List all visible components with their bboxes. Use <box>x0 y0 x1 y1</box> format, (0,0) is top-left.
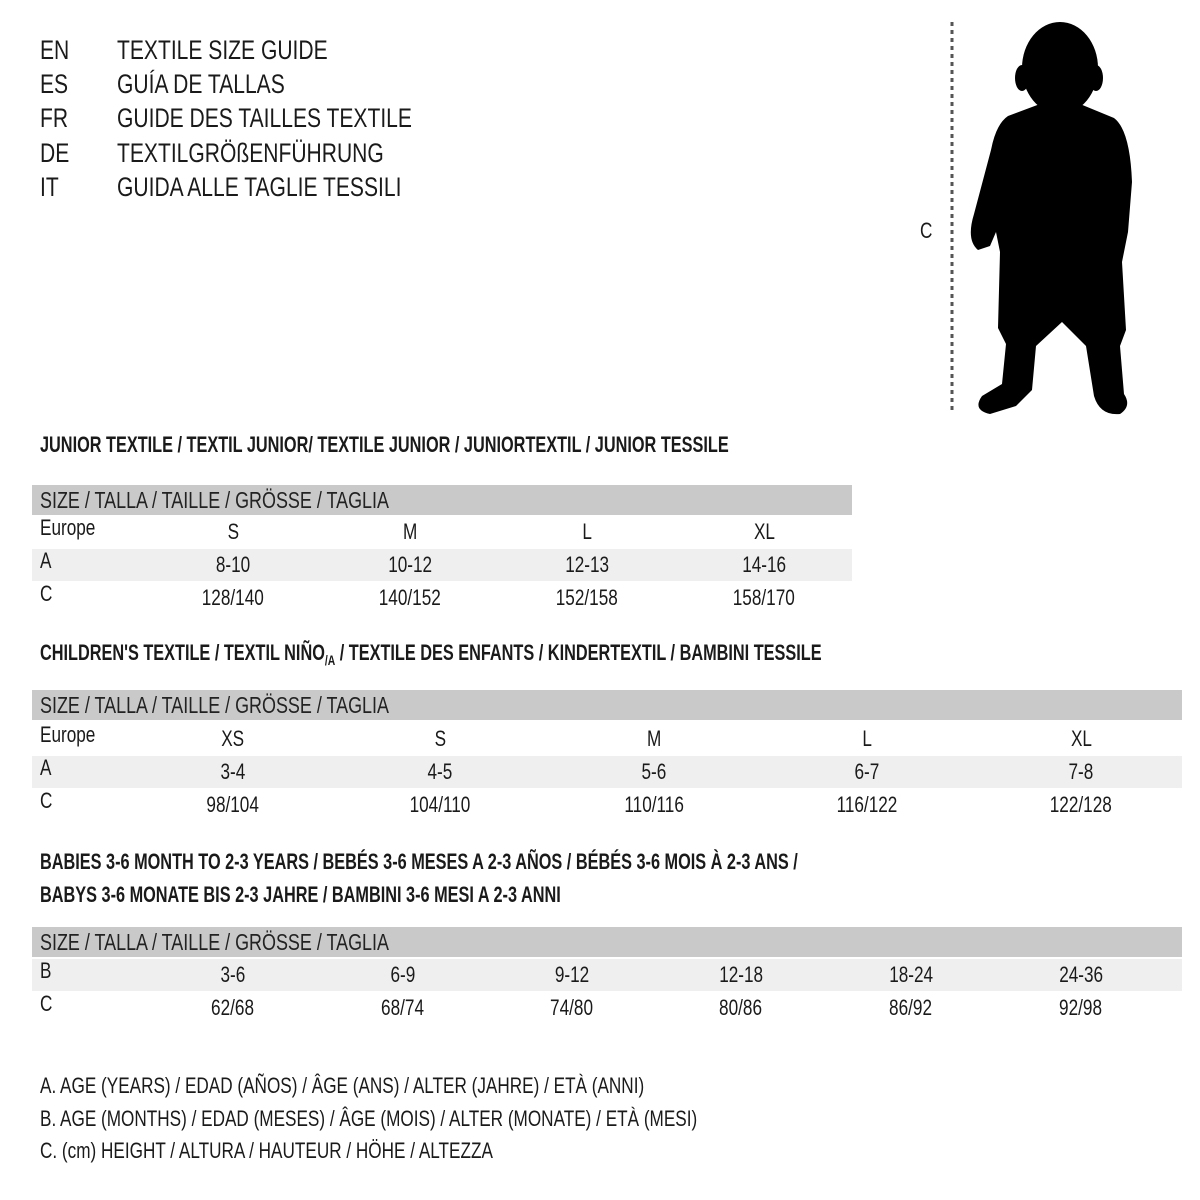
table-cell: 6-9 <box>390 962 416 987</box>
table-cell: XL <box>1070 726 1092 751</box>
table-cell: XS <box>221 726 245 751</box>
table-cell: 140/152 <box>378 585 442 610</box>
row-shade <box>32 756 1182 788</box>
lang-title-es: GUÍA DE TALLAS <box>117 69 285 99</box>
table-cell: 14-16 <box>742 552 786 577</box>
lang-title-it: GUIDA ALLE TAGLIE TESSILI <box>117 172 402 202</box>
row-label: C <box>40 991 53 1016</box>
legend-c: C. (cm) HEIGHT / ALTURA / HAUTEUR / HÖHE… <box>40 1138 493 1163</box>
table-cell: L <box>862 726 872 751</box>
table-cell: 8-10 <box>215 552 251 577</box>
table-cell: 128/140 <box>201 585 265 610</box>
row-shade <box>32 549 852 581</box>
lang-title-en: TEXTILE SIZE GUIDE <box>117 35 328 65</box>
row-shade <box>32 959 1182 991</box>
babies-size-header: SIZE / TALLA / TAILLE / GRÖSSE / TAGLIA <box>32 927 1182 957</box>
row-label: Europe <box>40 515 96 540</box>
row-label: A <box>40 755 52 780</box>
legend-b: B. AGE (MONTHS) / EDAD (MESES) / ÂGE (MO… <box>40 1106 698 1131</box>
row-label: A <box>40 548 52 573</box>
table-cell: 116/122 <box>836 792 898 817</box>
table-cell: 80/86 <box>719 995 763 1020</box>
table-cell: 122/128 <box>1049 792 1113 817</box>
junior-size-header: SIZE / TALLA / TAILLE / GRÖSSE / TAGLIA <box>32 485 852 515</box>
table-cell: 62/68 <box>211 995 255 1020</box>
table-cell: 68/74 <box>381 995 425 1020</box>
babies-heading-line2: BABYS 3-6 MONATE BIS 2-3 JAHRE / BAMBINI… <box>40 882 561 907</box>
table-cell: 7-8 <box>1068 759 1094 784</box>
table-cell: 104/110 <box>409 792 471 817</box>
table-cell: 98/104 <box>206 792 260 817</box>
lang-code-de: DE <box>40 138 70 168</box>
children-heading: CHILDREN'S TEXTILE / TEXTIL NIÑO/A / TEX… <box>40 640 822 668</box>
table-cell: 24-36 <box>1059 962 1103 987</box>
table-cell: 4-5 <box>427 759 453 784</box>
table-cell: 9-12 <box>554 962 590 987</box>
row-label: Europe <box>40 722 96 747</box>
row-label: C <box>40 788 53 813</box>
table-cell: 12-13 <box>565 552 609 577</box>
children-size-header: SIZE / TALLA / TAILLE / GRÖSSE / TAGLIA <box>32 690 1182 720</box>
lang-code-fr: FR <box>40 103 69 133</box>
table-cell: S <box>227 519 239 544</box>
lang-title-de: TEXTILGRÖßENFÜHRUNG <box>117 138 384 168</box>
table-cell: 10-12 <box>388 552 432 577</box>
lang-title-fr: GUIDE DES TAILLES TEXTILE <box>117 103 412 133</box>
table-cell: 3-6 <box>220 962 246 987</box>
child-silhouette-icon <box>950 22 1132 415</box>
table-cell: M <box>402 519 418 544</box>
table-cell: 110/116 <box>624 792 684 817</box>
lang-code-es: ES <box>40 69 69 99</box>
lang-code-it: IT <box>40 172 59 202</box>
table-cell: 5-6 <box>641 759 667 784</box>
lang-code-en: EN <box>40 35 70 65</box>
babies-heading-line1: BABIES 3-6 MONTH TO 2-3 YEARS / BEBÉS 3-… <box>40 849 798 874</box>
row-label: C <box>40 581 53 606</box>
legend-a: A. AGE (YEARS) / EDAD (AÑOS) / ÂGE (ANS)… <box>40 1073 645 1098</box>
table-cell: 12-18 <box>719 962 763 987</box>
table-cell: 92/98 <box>1059 995 1103 1020</box>
table-cell: L <box>582 519 592 544</box>
junior-heading: JUNIOR TEXTILE / TEXTIL JUNIOR/ TEXTILE … <box>40 432 729 457</box>
table-cell: 152/158 <box>555 585 619 610</box>
table-cell: S <box>434 726 446 751</box>
row-label: B <box>40 958 52 983</box>
table-cell: 74/80 <box>550 995 594 1020</box>
table-cell: M <box>646 726 662 751</box>
table-cell: 6-7 <box>854 759 880 784</box>
table-cell: 158/170 <box>732 585 796 610</box>
table-cell: 18-24 <box>889 962 933 987</box>
table-cell: 86/92 <box>889 995 933 1020</box>
table-cell: XL <box>753 519 775 544</box>
height-measure-label: C <box>920 218 933 243</box>
table-cell: 3-4 <box>220 759 246 784</box>
